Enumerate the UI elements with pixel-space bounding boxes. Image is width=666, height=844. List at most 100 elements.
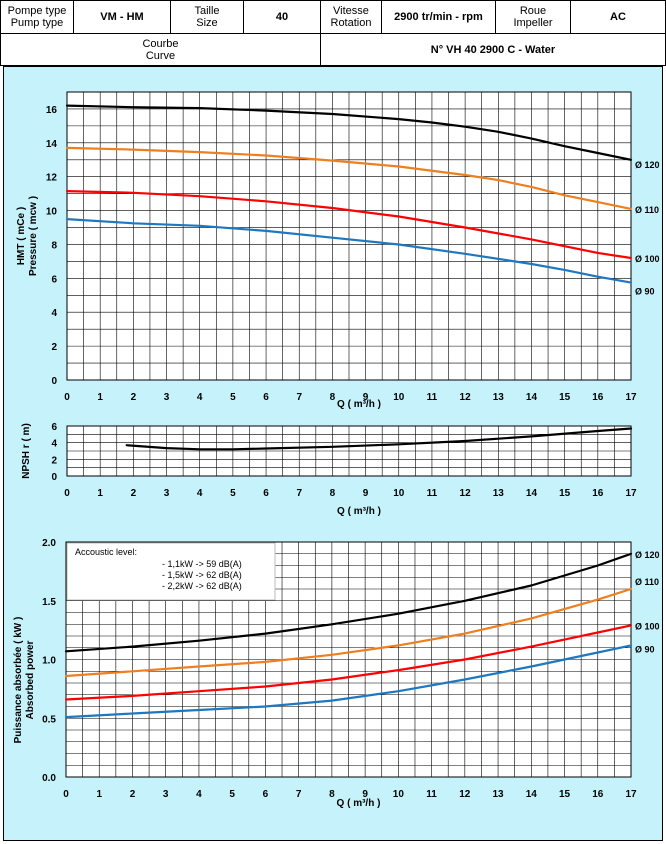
rotation-label-en: Rotation bbox=[330, 17, 372, 29]
chart-3: 0 1 2 3 4 5 6 7 8 9 10 11 12 13 14 15 16 170.00.51.01.52.… bbox=[13, 538, 660, 809]
x-tick-label: 16 bbox=[592, 789, 604, 800]
x-tick-label: 12 bbox=[459, 789, 471, 800]
series-line bbox=[64, 624, 633, 701]
y-tick-label: 0.0 bbox=[42, 773, 56, 784]
x-tick-label: 15 bbox=[559, 392, 571, 403]
x-tick-label: 14 bbox=[526, 789, 538, 800]
y-tick-label: 14 bbox=[46, 139, 58, 150]
y-tick-label: 16 bbox=[46, 105, 58, 116]
x-tick-label: 3 bbox=[164, 488, 170, 499]
y-tick-label: 0 bbox=[51, 376, 57, 387]
x-tick-label: 5 bbox=[230, 488, 236, 499]
x-tick-label: 8 bbox=[330, 392, 336, 403]
y-tick-label: 0 bbox=[51, 472, 57, 483]
x-tick-label: 13 bbox=[493, 392, 505, 403]
annotation-line: - 1,1kW -> 59 dB(A) bbox=[162, 559, 242, 569]
series-line bbox=[65, 146, 633, 210]
x-tick-label: 6 bbox=[263, 488, 269, 499]
x-tick-label: 13 bbox=[492, 789, 504, 800]
series-label: Ø 120 bbox=[635, 160, 660, 170]
x-tick-label: 16 bbox=[592, 392, 604, 403]
impeller-label-fr: Roue bbox=[519, 5, 547, 17]
x-tick-label: 9 bbox=[362, 789, 368, 800]
pump-type-label-fr: Pompe type bbox=[7, 5, 67, 17]
y-tick-label: 4 bbox=[51, 439, 57, 450]
x-tick-label: 15 bbox=[559, 488, 571, 499]
x-tick-label: 17 bbox=[625, 789, 637, 800]
x-tick-label: 17 bbox=[625, 392, 637, 403]
y-tick-label: 4 bbox=[51, 308, 57, 319]
x-tick-label: 2 bbox=[130, 789, 136, 800]
x-tick-label: 4 bbox=[196, 789, 202, 800]
y-tick-label: 6 bbox=[51, 422, 57, 433]
size-value: 40 bbox=[243, 0, 321, 34]
x-tick-label: 14 bbox=[526, 392, 538, 403]
x-tick-label: 0 bbox=[64, 488, 70, 499]
x-tick-label: 10 bbox=[393, 789, 405, 800]
annotation-box bbox=[66, 542, 276, 601]
x-tick-label: 2 bbox=[131, 392, 137, 403]
y-tick-label: 0.5 bbox=[42, 714, 56, 725]
y-tick-label: 2.0 bbox=[42, 538, 56, 549]
x-tick-label: 2 bbox=[131, 488, 137, 499]
x-tick-label: 12 bbox=[460, 488, 472, 499]
x-tick-label: 14 bbox=[526, 488, 538, 499]
x-tick-label: 1 bbox=[97, 392, 103, 403]
x-tick-label: 16 bbox=[592, 488, 604, 499]
x-tick-label: 7 bbox=[296, 789, 302, 800]
series-line bbox=[65, 190, 633, 260]
x-axis-title: Q ( m³/h ) bbox=[337, 798, 381, 809]
x-tick-label: 8 bbox=[329, 789, 335, 800]
annotation-title: Accoustic level: bbox=[75, 547, 137, 557]
series-label: Ø 110 bbox=[635, 577, 659, 587]
x-tick-label: 9 bbox=[363, 488, 369, 499]
x-tick-label: 5 bbox=[230, 392, 236, 403]
y-tick-label: 2 bbox=[51, 455, 57, 466]
x-tick-label: 5 bbox=[229, 789, 235, 800]
y-axis-title: NPSH r ( m) bbox=[21, 423, 32, 479]
rotation-label-cell: Vitesse Rotation bbox=[320, 0, 382, 34]
rotation-label-fr: Vitesse bbox=[333, 5, 369, 17]
y-tick-label: 1.0 bbox=[42, 656, 56, 667]
x-tick-label: 15 bbox=[559, 789, 571, 800]
x-tick-label: 0 bbox=[64, 392, 70, 403]
x-tick-label: 11 bbox=[427, 392, 438, 403]
x-axis-title: Q ( m³/h ) bbox=[337, 506, 381, 517]
series-label: Ø 100 bbox=[635, 254, 660, 264]
x-tick-label: 11 bbox=[427, 488, 438, 499]
y-axis-title: HMT ( mCe ) bbox=[16, 207, 27, 265]
series-line bbox=[65, 218, 633, 284]
x-tick-label: 7 bbox=[296, 392, 302, 403]
header-table: Pompe type Pump type VM - HM Taille Size 4… bbox=[0, 0, 666, 66]
series-line bbox=[125, 427, 633, 451]
x-tick-label: 4 bbox=[197, 488, 203, 499]
x-tick-label: 11 bbox=[426, 789, 437, 800]
x-tick-label: 3 bbox=[163, 789, 169, 800]
x-tick-label: 17 bbox=[625, 488, 637, 499]
chart-1: 0 1 2 3 4 5 6 7 8 9 10 11 12 13 14 15 16 170246810121416Q… bbox=[16, 91, 660, 410]
y-tick-label: 6 bbox=[51, 274, 57, 285]
x-tick-label: 10 bbox=[393, 392, 405, 403]
x-tick-label: 13 bbox=[493, 488, 505, 499]
annotation-line: - 1,5kW -> 62 dB(A) bbox=[162, 570, 242, 580]
size-label-fr: Taille bbox=[194, 5, 220, 17]
x-axis-title: Q ( m³/h ) bbox=[337, 399, 381, 410]
y-axis-title: Puissance absorbée ( kW ) bbox=[13, 617, 24, 744]
annotation-line: - 2,2kW -> 62 dB(A) bbox=[162, 581, 242, 591]
y-axis-title: Absorbed power bbox=[25, 640, 36, 719]
series-line bbox=[64, 552, 633, 653]
series-label: Ø 90 bbox=[635, 644, 655, 654]
curve-label-fr: Courbe bbox=[142, 37, 179, 50]
series-label: Ø 90 bbox=[635, 287, 655, 297]
x-tick-label: 4 bbox=[197, 392, 203, 403]
y-tick-label: 2 bbox=[51, 342, 57, 353]
x-tick-label: 1 bbox=[96, 789, 102, 800]
x-tick-label: 10 bbox=[393, 488, 405, 499]
pump-type-label-en: Pump type bbox=[10, 17, 64, 29]
x-tick-label: 0 bbox=[63, 789, 69, 800]
series-label: Ø 120 bbox=[635, 550, 660, 560]
x-tick-label: 1 bbox=[97, 488, 103, 499]
y-axis-title: Pressure ( mcw ) bbox=[28, 196, 39, 276]
curve-label-en: Curve bbox=[145, 49, 176, 62]
